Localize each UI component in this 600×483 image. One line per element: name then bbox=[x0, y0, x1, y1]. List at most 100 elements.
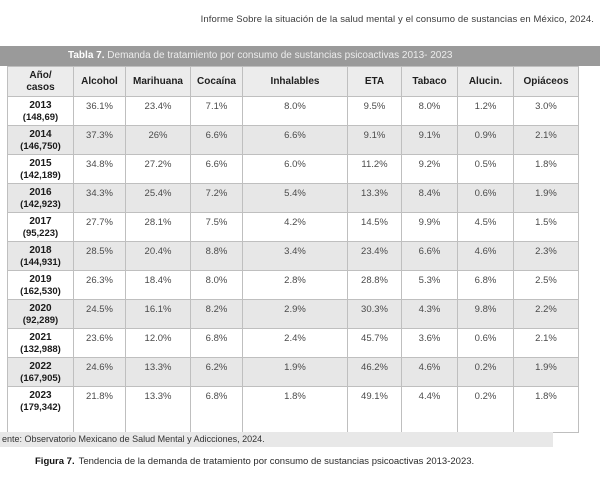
year-cell: 2018 (144,931) bbox=[7, 241, 74, 271]
cases-label: (142,189) bbox=[20, 170, 61, 181]
value-cell: 2.4% bbox=[242, 328, 348, 358]
value-cell: 34.8% bbox=[73, 154, 126, 184]
value-cell: 24.6% bbox=[73, 357, 126, 387]
column-header-eta: ETA bbox=[347, 66, 402, 97]
year-cell: 2022 (167,905) bbox=[7, 357, 74, 387]
value-cell: 6.6% bbox=[190, 125, 243, 155]
value-cell: 49.1% bbox=[347, 386, 402, 433]
value-cell: 27.7% bbox=[73, 212, 126, 242]
value-cell: 1.9% bbox=[242, 357, 348, 387]
value-cell: 26.3% bbox=[73, 270, 126, 300]
table-row: 2015 (142,189) 34.8% 27.2% 6.6% 6.0% 11.2% 9.2%… bbox=[7, 154, 579, 184]
value-cell: 7.1% bbox=[190, 96, 243, 126]
table-row: 2021 (132,988) 23.6% 12.0% 6.8% 2.4% 45.7% 3.6%… bbox=[7, 328, 579, 358]
year-label: 2013 bbox=[29, 100, 52, 111]
table-row: 2019 (162,530) 26.3% 18.4% 8.0% 2.8% 28.8% 5.3%… bbox=[7, 270, 579, 300]
year-label: 2019 bbox=[29, 274, 52, 285]
cases-label: (179,342) bbox=[20, 402, 61, 413]
value-cell: 1.8% bbox=[513, 386, 579, 433]
value-cell: 25.4% bbox=[125, 183, 191, 213]
year-label: 2023 bbox=[29, 390, 52, 401]
value-cell: 6.8% bbox=[190, 328, 243, 358]
table-row: 2016 (142,923) 34.3% 25.4% 7.2% 5.4% 13.3% 8.4%… bbox=[7, 183, 579, 213]
value-cell: 0.2% bbox=[457, 357, 514, 387]
value-cell: 9.9% bbox=[401, 212, 458, 242]
cases-label: (132,988) bbox=[20, 344, 61, 355]
cases-label: (148,69) bbox=[22, 112, 59, 123]
value-cell: 7.5% bbox=[190, 212, 243, 242]
value-cell: 6.8% bbox=[457, 270, 514, 300]
table-row: 2014 (146,750) 37.3% 26% 6.6% 6.6% 9.1% 9.1% 0.9… bbox=[7, 125, 579, 155]
year-label: 2020 bbox=[29, 303, 52, 314]
value-cell: 37.3% bbox=[73, 125, 126, 155]
figure-caption: Figura 7. Tendencia de la demanda de trat… bbox=[35, 456, 474, 467]
value-cell: 12.0% bbox=[125, 328, 191, 358]
value-cell: 23.6% bbox=[73, 328, 126, 358]
value-cell: 26% bbox=[125, 125, 191, 155]
substance-table: Año/ casos Alcohol Marihuana Cocaína Inh… bbox=[7, 66, 579, 433]
value-cell: 21.8% bbox=[73, 386, 126, 433]
value-cell: 1.9% bbox=[513, 357, 579, 387]
cases-label: (167,905) bbox=[20, 373, 61, 384]
value-cell: 13.3% bbox=[125, 386, 191, 433]
value-cell: 6.6% bbox=[242, 125, 348, 155]
year-cell: 2014 (146,750) bbox=[7, 125, 74, 155]
year-label: 2021 bbox=[29, 332, 52, 343]
year-cell: 2021 (132,988) bbox=[7, 328, 74, 358]
year-cell: 2020 (92,289) bbox=[7, 299, 74, 329]
value-cell: 4.6% bbox=[457, 241, 514, 271]
table-header-row: Año/ casos Alcohol Marihuana Cocaína Inh… bbox=[7, 66, 579, 97]
year-cell: 2016 (142,923) bbox=[7, 183, 74, 213]
value-cell: 9.5% bbox=[347, 96, 402, 126]
value-cell: 1.2% bbox=[457, 96, 514, 126]
value-cell: 0.5% bbox=[457, 154, 514, 184]
value-cell: 0.6% bbox=[457, 183, 514, 213]
value-cell: 5.4% bbox=[242, 183, 348, 213]
value-cell: 46.2% bbox=[347, 357, 402, 387]
year-cell: 2013 (148,69) bbox=[7, 96, 74, 126]
value-cell: 9.8% bbox=[457, 299, 514, 329]
value-cell: 2.3% bbox=[513, 241, 579, 271]
value-cell: 4.3% bbox=[401, 299, 458, 329]
year-cell: 2017 (95,223) bbox=[7, 212, 74, 242]
value-cell: 3.4% bbox=[242, 241, 348, 271]
year-header-line1: Año/ bbox=[29, 69, 52, 81]
table-row: 2020 (92,289) 24.5% 16.1% 8.2% 2.9% 30.3% 4.3% 9… bbox=[7, 299, 579, 329]
value-cell: 36.1% bbox=[73, 96, 126, 126]
year-cell: 2023 (179,342) bbox=[7, 386, 74, 433]
value-cell: 4.5% bbox=[457, 212, 514, 242]
value-cell: 28.8% bbox=[347, 270, 402, 300]
value-cell: 18.4% bbox=[125, 270, 191, 300]
cases-label: (142,923) bbox=[20, 199, 61, 210]
value-cell: 16.1% bbox=[125, 299, 191, 329]
year-cell: 2015 (142,189) bbox=[7, 154, 74, 184]
value-cell: 8.2% bbox=[190, 299, 243, 329]
value-cell: 5.3% bbox=[401, 270, 458, 300]
value-cell: 8.0% bbox=[401, 96, 458, 126]
value-cell: 30.3% bbox=[347, 299, 402, 329]
table-row: 2013 (148,69) 36.1% 23.4% 7.1% 8.0% 9.5% 8.0% 1.… bbox=[7, 96, 579, 126]
year-label: 2022 bbox=[29, 361, 52, 372]
value-cell: 8.0% bbox=[190, 270, 243, 300]
value-cell: 2.5% bbox=[513, 270, 579, 300]
figure-caption-text: Tendencia de la demanda de tratamiento p… bbox=[78, 456, 475, 467]
value-cell: 28.5% bbox=[73, 241, 126, 271]
value-cell: 4.2% bbox=[242, 212, 348, 242]
value-cell: 9.1% bbox=[401, 125, 458, 155]
table-row: 2023 (179,342) 21.8% 13.3% 6.8% 1.8% 49.1% 4.4%… bbox=[7, 386, 579, 433]
value-cell: 14.5% bbox=[347, 212, 402, 242]
value-cell: 8.8% bbox=[190, 241, 243, 271]
value-cell: 8.4% bbox=[401, 183, 458, 213]
value-cell: 2.1% bbox=[513, 328, 579, 358]
value-cell: 6.8% bbox=[190, 386, 243, 433]
year-header-line2: casos bbox=[26, 81, 55, 93]
table-title-text: Demanda de tratamiento por consumo de su… bbox=[107, 50, 453, 61]
value-cell: 20.4% bbox=[125, 241, 191, 271]
value-cell: 27.2% bbox=[125, 154, 191, 184]
value-cell: 2.2% bbox=[513, 299, 579, 329]
value-cell: 9.1% bbox=[347, 125, 402, 155]
year-label: 2018 bbox=[29, 245, 52, 256]
value-cell: 0.2% bbox=[457, 386, 514, 433]
value-cell: 6.6% bbox=[401, 241, 458, 271]
value-cell: 8.0% bbox=[242, 96, 348, 126]
